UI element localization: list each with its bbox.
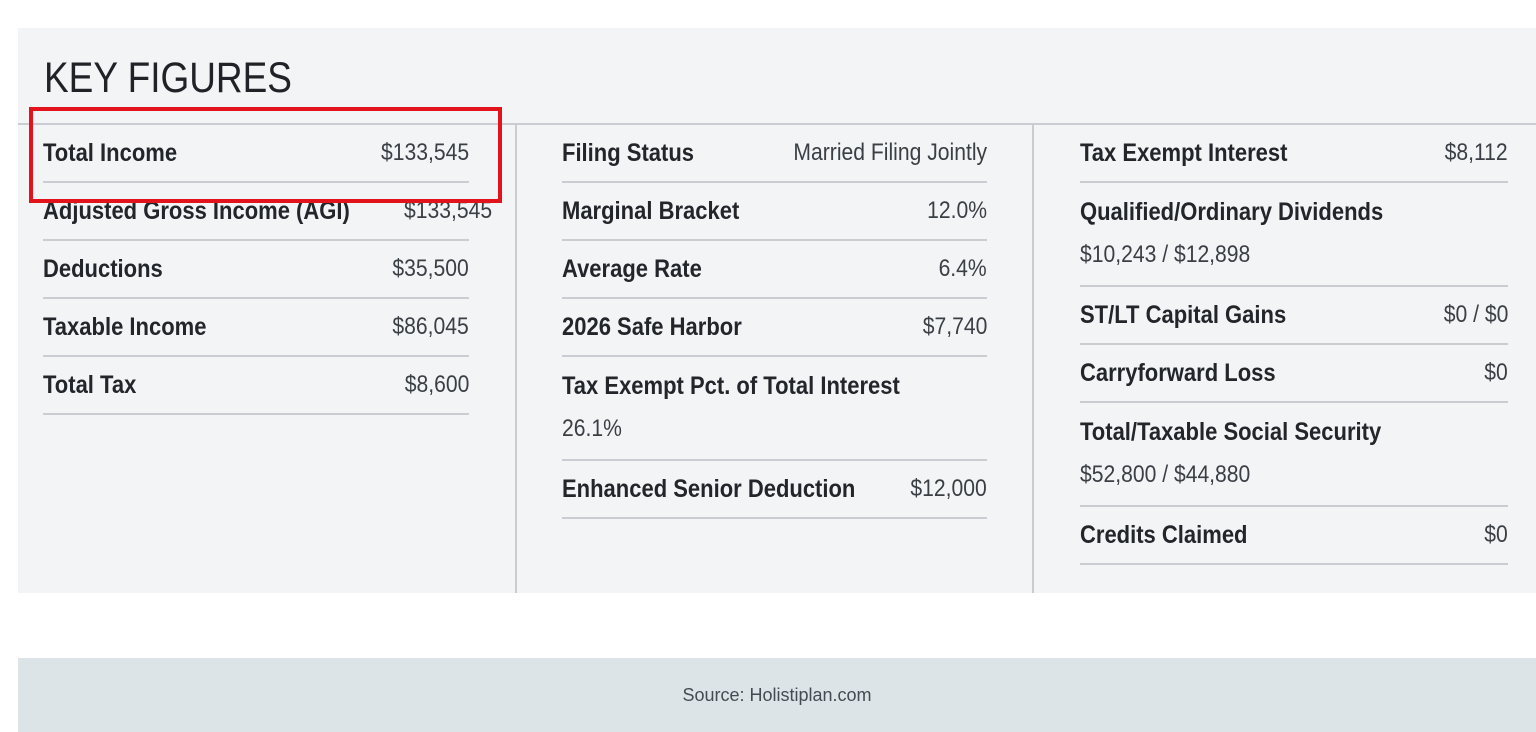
figure-row-credits-claimed: Credits Claimed $0 [1080,507,1508,565]
highlight-box [29,107,502,203]
figure-value: $0 / $0 [1443,301,1508,328]
column-divider [515,125,517,593]
investment-column: Tax Exempt Interest $8,112 Qualified/Ord… [1080,125,1508,565]
figure-value: $0 [1484,521,1508,548]
figure-value: $8,600 [404,371,469,398]
figure-value: $7,740 [922,313,987,340]
figure-label: Taxable Income [43,312,207,341]
tax-rates-column: Filing Status Married Filing Jointly Mar… [562,125,987,519]
figure-value: $8,112 [1444,139,1508,166]
figure-row-deductions: Deductions $35,500 [43,241,469,299]
figure-label: 2026 Safe Harbor [562,312,742,341]
figure-value: $133,545 [380,139,469,166]
figure-label: Total/Taxable Social Security [1080,418,1382,446]
source-footer: Source: Holistiplan.com [18,658,1536,732]
figure-label: Deductions [43,254,163,283]
figure-label: ST/LT Capital Gains [1080,300,1287,329]
figure-value: $52,800 / $44,880 [1080,461,1251,488]
figure-row-dividends: Qualified/Ordinary Dividends $10,243 / $… [1080,183,1508,287]
figure-value: $10,243 / $12,898 [1080,241,1251,268]
figure-label: Tax Exempt Pct. of Total Interest [562,372,900,400]
figure-row-average-rate: Average Rate 6.4% [562,241,987,299]
figure-label: Average Rate [562,254,702,283]
figure-row-total-income: Total Income $133,545 [43,125,469,183]
figure-row-senior-deduction: Enhanced Senior Deduction $12,000 [562,461,987,519]
figure-label: Marginal Bracket [562,196,740,225]
figure-label: Total Income [43,138,178,167]
page-title: KEY FIGURES [44,54,292,102]
figure-label: Enhanced Senior Deduction [562,474,856,503]
figure-row-tax-exempt-pct: Tax Exempt Pct. of Total Interest 26.1% [562,357,987,461]
figure-label: Filing Status [562,138,694,167]
figure-value: $86,045 [392,313,469,340]
figure-value: $35,500 [392,255,469,282]
figure-label: Carryforward Loss [1080,358,1276,387]
header-divider [18,123,1536,125]
figure-row-tax-exempt-interest: Tax Exempt Interest $8,112 [1080,125,1508,183]
figure-row-marginal-bracket: Marginal Bracket 12.0% [562,183,987,241]
figure-label: Tax Exempt Interest [1080,138,1288,167]
figure-label: Qualified/Ordinary Dividends [1080,198,1384,226]
figure-value: Married Filing Jointly [793,139,987,166]
figure-label: Credits Claimed [1080,520,1248,549]
figure-label: Total Tax [43,370,137,399]
figure-value: 6.4% [938,255,987,282]
key-figures-panel: KEY FIGURES Total Income $133,545 Adjust… [18,28,1536,593]
source-credit: Source: Holistiplan.com [682,684,872,705]
figure-value: $12,000 [910,475,987,502]
column-divider [1032,125,1034,593]
figure-row-total-tax: Total Tax $8,600 [43,357,469,415]
figure-row-carryforward-loss: Carryforward Loss $0 [1080,345,1508,403]
figure-value: 12.0% [927,197,987,224]
figure-row-capital-gains: ST/LT Capital Gains $0 / $0 [1080,287,1508,345]
figure-row-filing-status: Filing Status Married Filing Jointly [562,125,987,183]
figure-row-social-security: Total/Taxable Social Security $52,800 / … [1080,403,1508,507]
figure-value: 26.1% [562,415,622,442]
figure-value: $0 [1484,359,1508,386]
figure-row-taxable-income: Taxable Income $86,045 [43,299,469,357]
figure-row-safe-harbor: 2026 Safe Harbor $7,740 [562,299,987,357]
